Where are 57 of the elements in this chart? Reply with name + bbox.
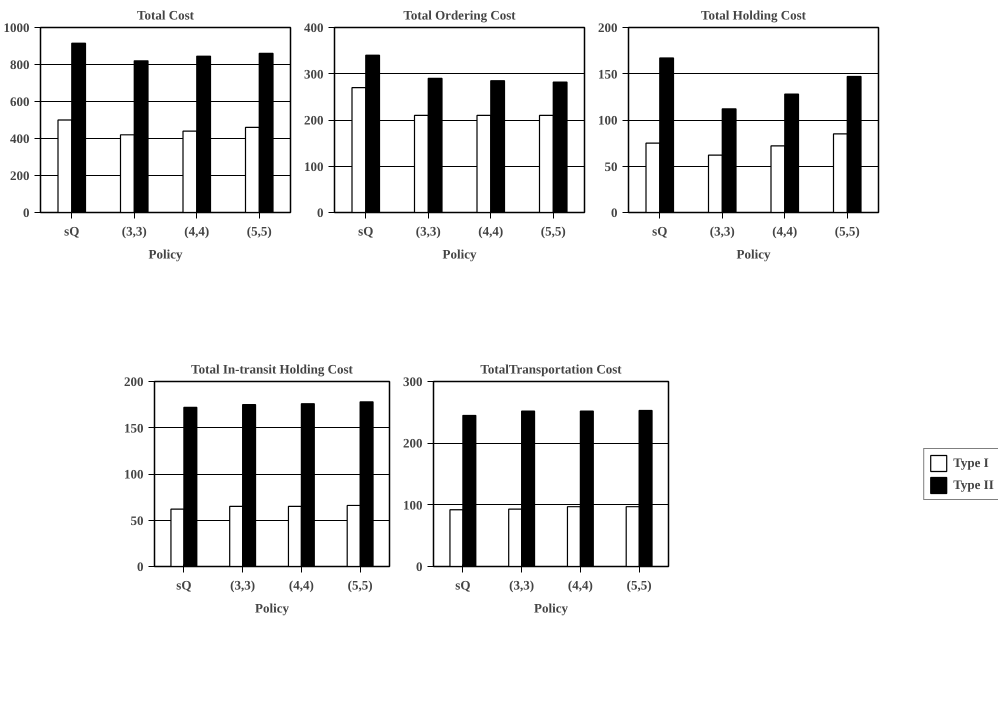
y-tick-label: 400 (304, 20, 324, 35)
y-tick-label: 600 (10, 94, 30, 109)
y-tick-label: 0 (317, 205, 324, 220)
y-tick-label: 200 (598, 20, 618, 35)
y-tick-label: 300 (403, 374, 422, 389)
y-tick-label: 200 (304, 112, 324, 128)
y-tick-label: 50 (604, 158, 618, 174)
x-tick-label: (3,3) (122, 224, 147, 238)
y-tick-label: 200 (124, 374, 144, 389)
x-axis-title: Policy (534, 600, 568, 616)
y-tick-label: 0 (611, 205, 618, 220)
y-tick-label: 200 (403, 436, 422, 451)
x-tick-label: (3,3) (416, 224, 441, 238)
y-tick-label: 0 (416, 559, 422, 574)
y-tick-label: 100 (304, 158, 324, 174)
x-tick-label: sQ (652, 224, 668, 238)
y-tick-label: 100 (598, 112, 618, 128)
y-tick-label: 100 (403, 497, 422, 512)
x-tick-label: (4,4) (478, 224, 504, 238)
x-tick-label: (5,5) (626, 578, 652, 592)
x-axis-title: Policy (255, 600, 290, 616)
x-tick-label: (3,3) (509, 578, 534, 592)
chart-title: Total Ordering Cost (403, 8, 516, 22)
chart-title: Total Cost (137, 8, 195, 22)
y-tick-label: 400 (10, 131, 30, 146)
x-tick-label: sQ (455, 578, 470, 592)
legend-label: Type II (953, 476, 994, 492)
legend-label: Type I (953, 454, 989, 470)
chart-title: TotalTransportation Cost (480, 362, 622, 376)
x-tick-label: (5,5) (834, 224, 860, 238)
x-axis-title: Policy (148, 246, 183, 262)
x-tick-label: (4,4) (184, 224, 210, 238)
x-tick-label: sQ (64, 224, 80, 238)
y-tick-label: 200 (10, 168, 30, 183)
y-tick-label: 150 (598, 66, 618, 82)
y-tick-label: 0 (23, 205, 30, 220)
y-tick-label: 100 (124, 466, 144, 482)
chart-title: Total Holding Cost (701, 8, 807, 22)
x-tick-label: sQ (358, 224, 374, 238)
y-tick-label: 0 (137, 559, 144, 574)
y-tick-label: 800 (10, 57, 30, 72)
x-tick-label: (5,5) (540, 224, 566, 238)
x-tick-label: (4,4) (568, 578, 593, 592)
x-tick-label: (3,3) (710, 224, 735, 238)
x-axis-title: Policy (736, 246, 771, 262)
y-tick-label: 50 (130, 512, 144, 528)
y-tick-label: 1000 (4, 20, 30, 35)
x-tick-label: (3,3) (230, 578, 256, 592)
y-tick-label: 300 (304, 66, 324, 82)
chart-title: Total In-transit Holding Cost (191, 362, 354, 376)
y-tick-label: 150 (124, 420, 144, 436)
x-axis-title: Policy (442, 246, 477, 262)
x-tick-label: (4,4) (288, 578, 314, 592)
x-tick-label: (5,5) (348, 578, 373, 592)
x-tick-label: (4,4) (772, 224, 798, 238)
x-tick-label: (5,5) (246, 224, 272, 238)
x-tick-label: sQ (176, 578, 192, 592)
